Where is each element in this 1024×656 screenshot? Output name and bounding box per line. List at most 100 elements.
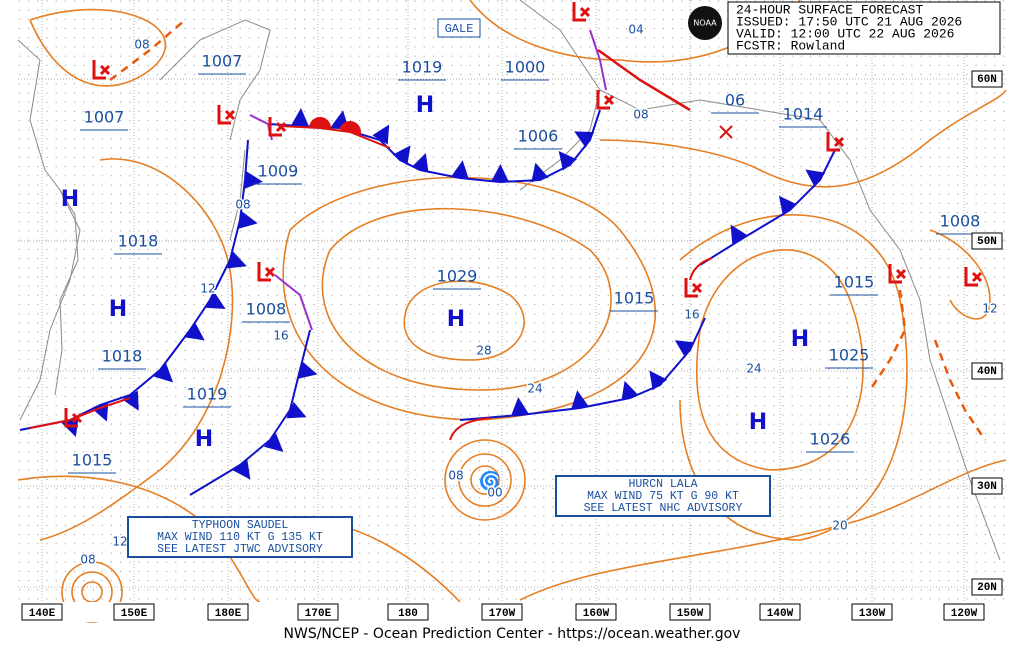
low-center [888,264,907,284]
low-center [596,90,615,110]
isobar-label: 20 [832,519,847,533]
advisory-line: MAX WIND 75 KT G 90 KT [587,490,739,503]
low-center [572,2,591,22]
svg-text:🌀: 🌀 [479,470,501,492]
pressure-label: 1009 [258,162,299,181]
low-center [217,105,236,125]
lon-label: 170E [305,608,332,620]
lon-label: 160W [583,608,610,620]
lat-label: 20N [977,582,997,594]
pressure-label: 1015 [834,273,875,292]
advisory-line: MAX WIND 110 KT G 135 KT [157,531,323,544]
lon-label-box [297,603,339,621]
pressure-label: 1026 [810,430,851,449]
high-center: H [61,187,79,212]
high-center: H [416,93,434,118]
high-center: H [195,427,213,452]
lat-label-box [971,362,1003,380]
pressure-label: 1019 [402,58,443,77]
advisory-line: SEE LATEST JTWC ADVISORY [157,543,323,556]
isobar-label: 16 [273,329,288,343]
lon-label: 130W [859,608,886,620]
pressure-label: 1029 [437,267,478,286]
lon-label: 180 [398,608,418,620]
lat-label: 50N [977,236,997,248]
advisory-box [555,475,771,517]
advisory-line: TYPHOON SAUDEL [192,519,289,532]
header-line: FCSTR: Rowland [736,38,845,53]
gale-label: GALE [445,22,474,36]
isobar-label: 12 [200,282,215,296]
lon-label-box [575,603,617,621]
lon-label-box [669,603,711,621]
lon-label: 170W [489,608,516,620]
isobars [17,0,1007,623]
low-center [684,278,703,298]
isobar-label: 08 [80,553,95,567]
low-marker [719,125,733,139]
pressure-label: 1014 [783,105,824,124]
header-line: ISSUED: 17:50 UTC 21 AUG 2026 [736,14,962,29]
advisory-line: SEE LATEST NHC ADVISORY [584,502,743,515]
pressure-label: 1018 [118,232,159,251]
pressure-label: 1019 [187,385,228,404]
logo [688,6,722,40]
lon-label-box [851,603,893,621]
lon-label: 180E [215,608,242,620]
low-center [64,408,83,428]
footer: NWS/NCEP - Ocean Prediction Center - htt… [284,626,741,642]
lat-label-box [971,578,1003,596]
high-center: H [791,327,809,352]
header-line: 24-HOUR SURFACE FORECAST [736,2,923,17]
pressure-label: 1015 [614,289,655,308]
lat-label-box [971,477,1003,495]
isobar-label: 08 [235,198,250,212]
low-center [257,262,276,282]
lat-label: 30N [977,481,997,493]
advisory-line: HURCN LALA [628,478,697,491]
lon-label-box [481,603,523,621]
logo-text: NOAA [693,19,717,28]
lat-label-box [971,232,1003,250]
pressure-label: 1008 [940,212,981,231]
pressure-label: 1006 [518,127,559,146]
pressure-label: 1008 [246,300,287,319]
pressure-label: 1018 [102,347,143,366]
isobar-label: 04 [628,23,643,37]
lon-label: 140E [29,608,56,620]
lon-label-box [943,603,985,621]
isobar-label: 08 [134,38,149,52]
header-line: VALID: 12:00 UTC 22 AUG 2026 [736,26,954,41]
fronts [19,19,987,496]
pressure-label: 06 [725,91,745,110]
isobar-label: 12 [982,302,997,316]
header-box [727,1,1001,55]
lon-label: 150E [121,608,148,620]
isobar-label: 00 [487,486,502,500]
storm-symbols: 🌀 [479,470,501,492]
low-center [826,132,845,152]
advisory-box [127,516,353,558]
lon-label: 150W [677,608,704,620]
isobar-label: 12 [112,535,127,549]
labels: 1007 1007 1019 1000 1006 06 1014 1009 1018 1029 10… [18,2,1006,622]
lon-label-box [21,603,63,621]
isobar-label: 16 [684,308,699,322]
low-center [92,60,111,80]
lon-label-box [113,603,155,621]
pressure-label: 1025 [829,346,870,365]
lat-label: 60N [977,74,997,86]
lon-label-box [759,603,801,621]
lon-label-box [387,603,429,621]
pressure-label: 1015 [72,451,113,470]
lat-label-box [971,70,1003,88]
lon-label: 120W [951,608,978,620]
lon-label: 140W [767,608,794,620]
isobar-label: 08 [448,469,463,483]
pressure-label: 1007 [84,108,125,127]
lat-label: 40N [977,366,997,378]
pressure-label: 1007 [202,52,243,71]
isobar-label: 28 [476,344,491,358]
